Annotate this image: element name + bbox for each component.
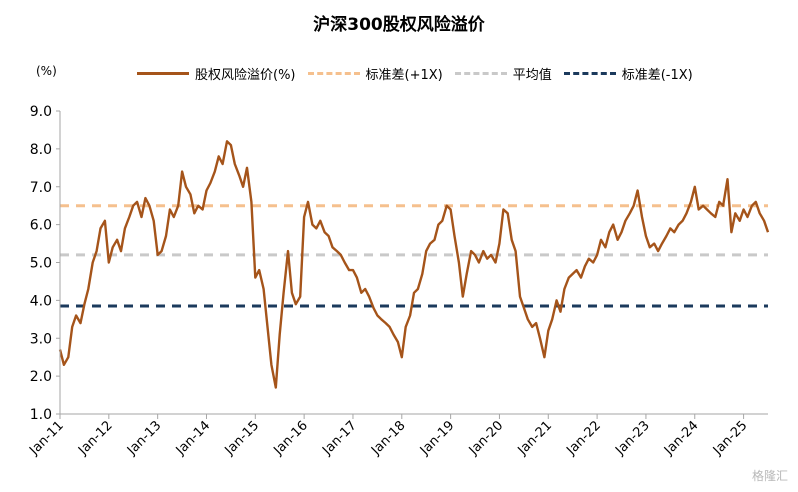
x-tick-label: Jan-13 bbox=[124, 418, 165, 459]
legend-item-erp: 股权风险溢价(%) bbox=[137, 64, 296, 83]
y-tick-label: 4.0 bbox=[30, 293, 52, 309]
y-tick-label: 1.0 bbox=[30, 407, 52, 423]
y-axis-ticks: 1.0 2.0 3.0 4.0 5.0 6.0 7.0 8.0 9.0 bbox=[30, 104, 60, 423]
x-tick-label: Jan-25 bbox=[710, 418, 751, 459]
x-tick-label: Jan-12 bbox=[75, 418, 116, 459]
legend-label-erp: 股权风险溢价(%) bbox=[195, 68, 296, 83]
legend-label-minus1sd: 标准差(-1X) bbox=[621, 68, 693, 83]
y-tick-label: 5.0 bbox=[30, 256, 52, 272]
x-tick-label: Jan-14 bbox=[173, 418, 214, 459]
erp-series-path bbox=[58, 140, 770, 389]
x-tick-label: Jan-20 bbox=[466, 418, 507, 459]
legend-label-plus1sd: 标准差(+1X) bbox=[365, 68, 443, 83]
axes bbox=[59, 111, 768, 415]
y-tick-label: 9.0 bbox=[30, 104, 52, 120]
main-series-line bbox=[58, 140, 770, 389]
x-tick-label: Jan-22 bbox=[563, 418, 604, 459]
x-axis-ticks: Jan-11 Jan-12 Jan-13 Jan-14 Jan-15 Jan-16 Jan-… bbox=[26, 414, 750, 459]
x-tick-label: Jan-19 bbox=[417, 418, 458, 459]
legend-item-minus1sd: 标准差(-1X) bbox=[563, 64, 693, 83]
x-tick-label: Jan-16 bbox=[270, 418, 311, 459]
x-tick-label: Jan-11 bbox=[26, 418, 67, 459]
legend-label-mean: 平均值 bbox=[512, 68, 552, 83]
legend-item-plus1sd: 标准差(+1X) bbox=[307, 64, 443, 83]
chart-title: 沪深300股权风险溢价 bbox=[313, 15, 485, 35]
y-tick-label: 2.0 bbox=[30, 369, 52, 385]
watermark-logo: 格隆汇 bbox=[751, 469, 788, 483]
legend-swatch-plus1sd bbox=[307, 72, 360, 75]
y-tick-label: 8.0 bbox=[30, 142, 52, 158]
x-tick-label: Jan-23 bbox=[612, 418, 653, 459]
legend: 股权风险溢价(%) 标准差(+1X) 平均值 标准差(-1X) bbox=[137, 64, 705, 83]
legend-swatch-erp bbox=[137, 72, 189, 75]
y-tick-label: 7.0 bbox=[30, 180, 52, 196]
y-unit-label: (%) bbox=[36, 64, 57, 78]
legend-swatch-minus1sd bbox=[563, 72, 616, 75]
x-tick-label: Jan-21 bbox=[515, 418, 556, 459]
y-tick-label: 3.0 bbox=[30, 331, 52, 347]
x-tick-label: Jan-15 bbox=[222, 418, 263, 459]
y-tick-label: 6.0 bbox=[30, 218, 52, 234]
x-tick-label: Jan-17 bbox=[319, 418, 360, 459]
x-tick-label: Jan-24 bbox=[661, 418, 702, 459]
legend-item-mean: 平均值 bbox=[454, 64, 552, 83]
reference-lines bbox=[60, 204, 768, 308]
legend-swatch-mean bbox=[454, 72, 507, 75]
x-tick-label: Jan-18 bbox=[368, 418, 409, 459]
